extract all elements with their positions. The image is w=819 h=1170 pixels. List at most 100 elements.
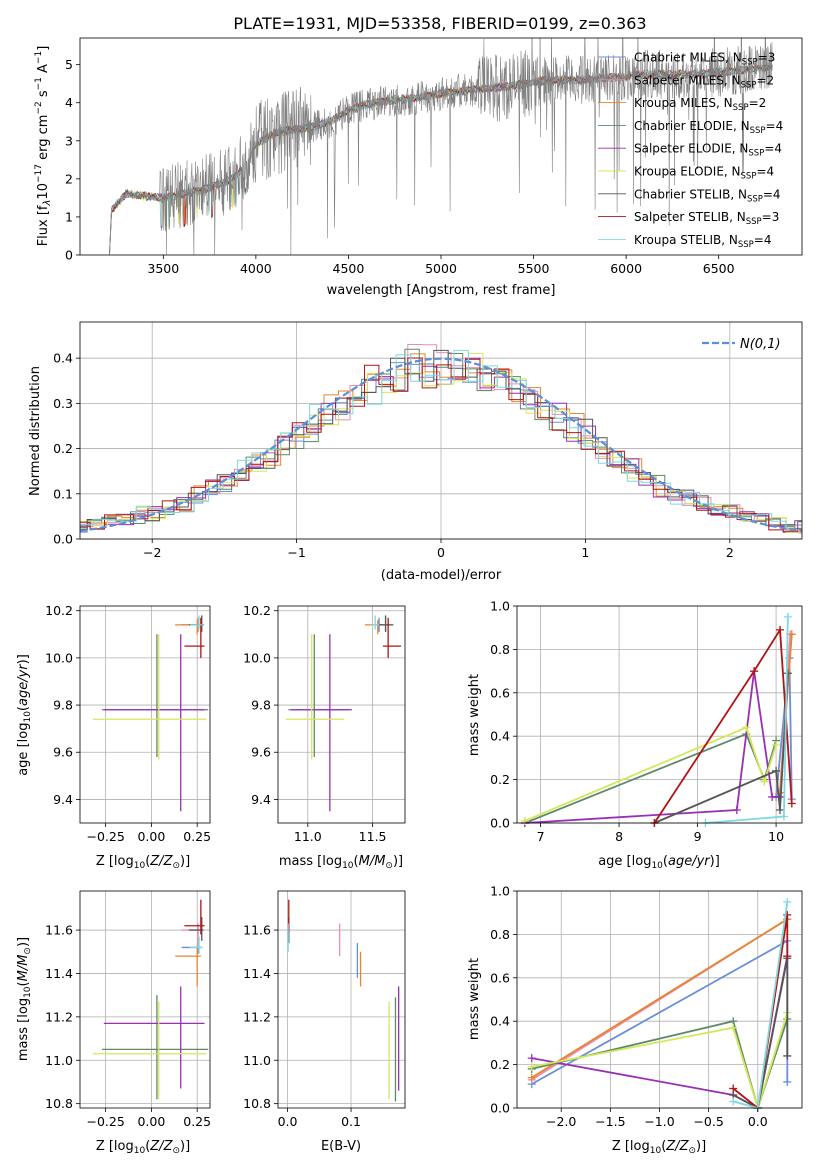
weight-marker <box>783 952 792 961</box>
weight-line-3 <box>531 1018 789 1112</box>
y-tick-label: 0.0 <box>53 532 73 547</box>
y-tick-label: 10.2 <box>45 603 73 618</box>
massZ-xlabel: Z [log10(Z/Z⊙)] <box>96 1139 190 1156</box>
x-tick-label: 0.0 <box>748 1114 768 1129</box>
x-tick-label: 0 <box>437 545 445 560</box>
y-tick-label: 0 <box>65 248 73 263</box>
mwZ-ylabel: mass weight <box>467 958 482 1040</box>
y-tick-label: 1 <box>65 209 73 224</box>
spectrum-ylabel: Flux [fλ10−17 erg cm−2 s−1 A−1] <box>34 46 53 247</box>
x-tick-label: 11.5 <box>359 829 387 844</box>
x-tick-label: −0.25 <box>86 829 124 844</box>
weight-marker <box>772 740 781 749</box>
histogram-legend: N(0,1) <box>702 337 781 352</box>
massE-xlabel: E(B-V) <box>321 1139 361 1154</box>
weight-line-5 <box>524 726 777 822</box>
x-tick-label: 7 <box>537 829 545 844</box>
y-tick-label: 0.2 <box>490 772 510 787</box>
y-tick-label: 10.0 <box>45 650 73 665</box>
weight-marker <box>783 669 792 678</box>
legend-label: Salpeter MILES, NSSP=2 <box>634 73 774 90</box>
y-tick-label: 10.0 <box>243 650 271 665</box>
x-tick-label: 11.0 <box>294 829 322 844</box>
axes-frame <box>277 890 406 1109</box>
x-tick-label: −0.25 <box>86 1114 124 1129</box>
x-tick-label: 0.1 <box>341 1114 361 1129</box>
figure-title: PLATE=1931, MJD=53358, FIBERID=0199, z=0… <box>233 14 646 33</box>
y-tick-label: 9.6 <box>53 745 73 760</box>
histogram-plot-area <box>79 322 803 540</box>
legend-label: Chabrier ELODIE, NSSP=4 <box>634 119 783 136</box>
legend-sub: SSP <box>742 58 758 68</box>
y-tick-label: 11.2 <box>45 1009 73 1024</box>
x-tick-label: 6000 <box>610 261 642 276</box>
x-tick-label: −2.0 <box>546 1114 576 1129</box>
axes-frame <box>79 890 211 1109</box>
weight-line-4 <box>524 670 780 824</box>
mass-vs-extinction-panel: 0.0 0.1 10.8 11.0 11.2 11.4 11.6 <box>243 890 406 1129</box>
legend-value: =3 <box>762 210 780 224</box>
axes-frame <box>516 605 803 824</box>
legend-value: =4 <box>756 165 774 179</box>
weight-marker <box>768 792 777 801</box>
y-tick-label: 0.0 <box>490 816 510 831</box>
legend-label: Chabrier MILES, NSSP=3 <box>634 51 775 68</box>
massweight-vs-age-panel: 7 8 9 10 0.0 0.2 0.4 0.6 0.8 1.0 <box>490 599 803 844</box>
y-tick-label: 0.0 <box>490 1101 510 1116</box>
ageZ-xlabel: Z [log10(Z/Z⊙)] <box>96 854 190 871</box>
legend-sub: SSP <box>741 80 757 90</box>
x-tick-label: 10 <box>768 829 784 844</box>
y-tick-label: 0.4 <box>53 351 73 366</box>
x-tick-label: 6500 <box>703 261 735 276</box>
x-tick-label: 2 <box>726 545 734 560</box>
legend-sub: SSP <box>738 240 754 250</box>
weight-marker <box>527 1062 536 1071</box>
x-tick-label: 5500 <box>518 261 550 276</box>
x-tick-label: 0.00 <box>137 1114 165 1129</box>
legend-sub: SSP <box>741 172 757 182</box>
legend-sub: SSP <box>747 194 763 204</box>
y-tick-label: 2 <box>65 171 73 186</box>
weight-marker <box>783 1051 792 1060</box>
weight-line-6 <box>654 673 789 824</box>
x-tick-label: 9 <box>694 829 702 844</box>
histogram-xlabel: (data-model)/error <box>381 568 502 583</box>
y-tick-label: 5 <box>65 57 73 72</box>
legend-value: =4 <box>764 142 782 156</box>
y-tick-label: 0.1 <box>53 486 73 501</box>
spectrum-panel: 3500 4000 4500 5000 5500 6000 6500 0 1 2 3 4 5 wavel… <box>34 37 803 298</box>
x-tick-label: −1 <box>287 545 305 560</box>
weight-marker <box>772 766 781 775</box>
x-tick-label: −1.5 <box>595 1114 625 1129</box>
y-tick-label: 11.4 <box>243 966 271 981</box>
spectrum-axes: 3500 4000 4500 5000 5500 6000 6500 0 1 2 3 4 5 <box>65 37 803 276</box>
weight-line-6 <box>732 958 789 1110</box>
ageM-xlabel: mass [log10(M/M⊙)] <box>279 854 403 871</box>
histogram-axes: −2 −1 0 1 2 0.0 0.1 0.2 0.3 0.4 <box>53 321 803 560</box>
legend-label: Kroupa MILES, NSSP=2 <box>634 96 766 113</box>
weight-marker <box>527 1073 536 1082</box>
x-tick-label: 4500 <box>333 261 365 276</box>
ageZ-ylabel: age [log10(age/yr)] <box>16 654 33 776</box>
weight-line-7 <box>732 914 789 1110</box>
y-tick-label: 0.2 <box>53 441 73 456</box>
x-tick-label: 0.25 <box>183 829 211 844</box>
y-tick-label: 11.6 <box>243 923 271 938</box>
legend-label: Salpeter STELIB, NSSP=3 <box>634 210 779 227</box>
weight-marker <box>779 812 788 821</box>
weight-marker <box>783 612 792 621</box>
weight-marker <box>776 805 785 814</box>
y-tick-label: 9.4 <box>53 792 73 807</box>
histogram-8 <box>80 349 802 533</box>
legend-sub: SSP <box>750 126 766 136</box>
legend-label: Kroupa ELODIE, NSSP=4 <box>634 165 774 182</box>
legend-sub: SSP <box>746 217 762 227</box>
y-tick-label: 0.6 <box>490 685 510 700</box>
residual-histogram-panel: −2 −1 0 1 2 0.0 0.1 0.2 0.3 0.4 (data-model)/erro… <box>28 321 803 583</box>
legend-value: =4 <box>763 187 781 201</box>
legend-label: Salpeter ELODIE, NSSP=4 <box>634 142 782 159</box>
legend-value: =3 <box>758 51 776 65</box>
y-tick-label: 10.2 <box>243 603 271 618</box>
weight-marker <box>527 1054 536 1063</box>
